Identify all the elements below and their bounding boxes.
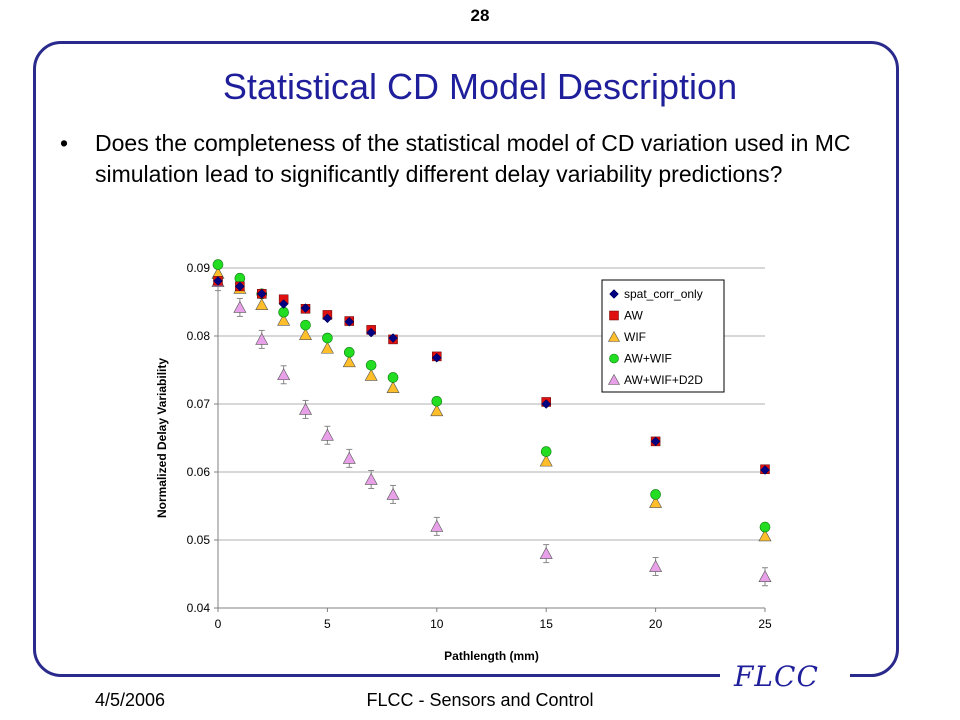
x-tick-label: 25 bbox=[758, 617, 772, 631]
data-point bbox=[342, 451, 356, 464]
legend-label: spat_corr_only bbox=[624, 287, 703, 301]
data-point bbox=[430, 519, 444, 532]
legend-marker bbox=[607, 373, 621, 385]
data-point bbox=[212, 259, 224, 270]
data-point bbox=[364, 368, 378, 381]
flcc-logo: FLCC bbox=[734, 660, 819, 693]
data-point bbox=[299, 328, 313, 340]
data-point bbox=[300, 319, 311, 331]
data-point bbox=[431, 352, 442, 363]
data-point bbox=[320, 428, 334, 441]
data-point bbox=[540, 446, 552, 457]
data-point bbox=[386, 381, 400, 393]
data-point bbox=[650, 436, 661, 447]
legend-label: WIF bbox=[624, 330, 646, 344]
delay-variability-chart: 0.04 0.05 0.06 0.07 0.08 0.09 0 5 10 15 20 25 Pathle… bbox=[155, 259, 772, 663]
x-tick-label: 0 bbox=[215, 617, 222, 631]
y-tick-label: 0.08 bbox=[187, 329, 211, 343]
data-point bbox=[539, 546, 553, 559]
legend-box bbox=[601, 279, 725, 393]
data-point bbox=[364, 472, 378, 485]
data-point bbox=[255, 332, 269, 345]
data-point bbox=[430, 404, 444, 417]
data-point bbox=[539, 454, 553, 467]
data-point bbox=[650, 489, 661, 500]
legend-label: AW bbox=[624, 309, 644, 323]
y-axis-label: Normalized Delay Variability bbox=[155, 358, 169, 518]
data-point bbox=[322, 313, 333, 324]
x-axis-label: Pathlength (mm) bbox=[444, 649, 539, 663]
slide-frame bbox=[33, 41, 899, 677]
data-point bbox=[541, 399, 552, 409]
data-point bbox=[320, 341, 334, 354]
page-number: 28 bbox=[470, 6, 490, 25]
bullet-mark: • bbox=[60, 130, 69, 156]
data-point bbox=[649, 559, 663, 572]
data-point bbox=[300, 303, 311, 313]
x-tick-label: 15 bbox=[540, 617, 554, 631]
data-point bbox=[366, 327, 377, 338]
data-point bbox=[256, 288, 267, 299]
legend-marker bbox=[609, 310, 619, 321]
data-point bbox=[233, 300, 247, 313]
data-point bbox=[278, 299, 289, 309]
legend-label: AW+WIF+D2D bbox=[624, 373, 703, 387]
data-point bbox=[387, 372, 399, 383]
data-point bbox=[322, 332, 333, 344]
slide-title: Statistical CD Model Description bbox=[222, 66, 738, 107]
y-tick-label: 0.05 bbox=[187, 533, 211, 547]
footer-date: 4/5/2006 bbox=[95, 690, 166, 710]
bullet-text: Does the completeness of the statistical… bbox=[95, 130, 851, 187]
legend-marker bbox=[609, 353, 619, 364]
data-point bbox=[365, 359, 377, 371]
data-point bbox=[760, 465, 770, 475]
data-point bbox=[344, 316, 355, 327]
logo-background bbox=[720, 662, 850, 696]
data-point bbox=[342, 355, 356, 368]
legend-marker bbox=[607, 330, 621, 342]
data-point bbox=[299, 402, 313, 415]
data-point bbox=[758, 570, 772, 583]
data-point bbox=[649, 495, 663, 508]
data-point bbox=[759, 521, 771, 533]
legend-marker bbox=[609, 289, 619, 299]
data-point bbox=[343, 347, 355, 358]
data-point bbox=[758, 529, 772, 542]
x-tick-label: 5 bbox=[324, 617, 331, 631]
data-point bbox=[431, 395, 443, 407]
data-point bbox=[277, 313, 291, 326]
x-tick-label: 10 bbox=[430, 617, 444, 631]
y-tick-label: 0.09 bbox=[187, 261, 211, 275]
data-point bbox=[388, 333, 398, 343]
data-point bbox=[235, 281, 245, 292]
data-point bbox=[213, 276, 223, 286]
legend-label: AW+WIF bbox=[624, 352, 672, 366]
footer-title: FLCC - Sensors and Control bbox=[366, 690, 594, 710]
y-tick-label: 0.04 bbox=[187, 601, 211, 615]
data-point bbox=[277, 368, 291, 381]
x-tick-label: 20 bbox=[649, 617, 663, 631]
y-tick-label: 0.07 bbox=[187, 397, 211, 411]
y-tick-label: 0.06 bbox=[187, 465, 211, 479]
data-point bbox=[255, 298, 269, 311]
data-point bbox=[386, 487, 400, 500]
